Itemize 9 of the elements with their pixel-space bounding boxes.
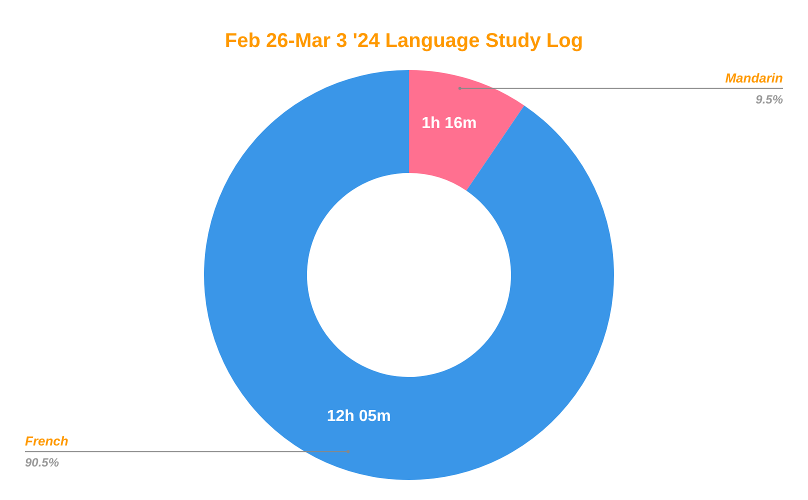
donut-slice: [204, 70, 614, 480]
text: 12h 05m: [326, 408, 391, 426]
donut-slice: [409, 70, 524, 191]
slice-label: Mandarin: [725, 70, 784, 86]
chart-title: Feb 26-Mar 3 '24 Language Study Log: [224, 30, 584, 53]
slice-label: French: [25, 434, 68, 449]
data-label: 9.5%: [756, 92, 784, 106]
text: 1h 16m: [422, 114, 477, 132]
data-label: 90.5%: [25, 456, 60, 470]
